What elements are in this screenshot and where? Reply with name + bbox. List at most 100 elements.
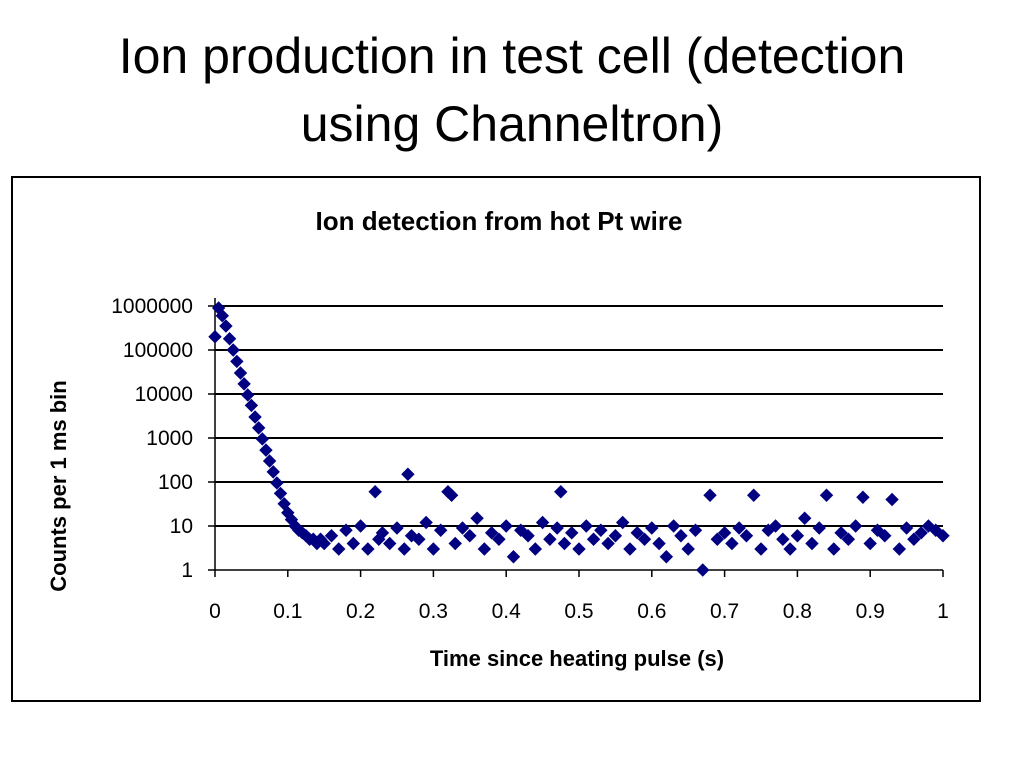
y-tick-label: 100 — [158, 471, 193, 494]
x-tick-label: 1 — [937, 600, 949, 623]
data-point — [870, 523, 885, 537]
data-point — [419, 515, 433, 530]
data-point — [615, 515, 630, 530]
data-point — [739, 529, 754, 543]
data-point — [892, 542, 907, 556]
data-point — [878, 529, 892, 543]
data-point — [827, 542, 841, 556]
data-point — [550, 521, 564, 535]
data-point — [834, 526, 848, 540]
data-point — [914, 526, 928, 540]
data-point — [237, 377, 251, 391]
data-point — [506, 550, 521, 564]
data-point — [717, 526, 732, 540]
data-point — [248, 410, 262, 424]
data-point — [543, 532, 557, 546]
data-point — [586, 532, 601, 546]
data-point — [797, 511, 812, 525]
x-tick-labels: 0 0.1 0.2 0.3 0.4 0.5 0.6 0.7 0.8 0.9 1 — [209, 600, 949, 623]
data-point — [601, 536, 615, 551]
data-point — [907, 532, 921, 546]
data-point — [346, 536, 361, 551]
data-point — [732, 521, 746, 535]
data-point — [273, 486, 288, 501]
data-point — [233, 366, 248, 380]
slide-title-line-1: Ion production in test cell (detection — [118, 28, 906, 84]
data-point — [412, 532, 426, 546]
data-point — [339, 523, 353, 537]
data-point — [230, 354, 244, 369]
data-point — [666, 519, 681, 533]
data-point — [554, 485, 568, 499]
y-tick-label: 1 — [181, 559, 193, 582]
data-point — [535, 515, 550, 530]
data-point — [484, 526, 499, 540]
data-point — [397, 542, 411, 556]
data-point — [652, 536, 666, 551]
data-point — [251, 421, 266, 435]
data-point — [929, 523, 943, 537]
data-point — [259, 443, 273, 457]
data-point — [812, 521, 826, 535]
data-point — [317, 536, 331, 551]
data-point — [375, 526, 390, 540]
x-axis-label: Time since heating pulse (s) — [430, 646, 724, 671]
data-point — [848, 519, 863, 533]
data-point — [368, 485, 382, 499]
data-point — [790, 529, 805, 543]
data-point — [630, 526, 644, 540]
data-point — [557, 536, 572, 551]
data-point — [608, 529, 623, 543]
data-point — [579, 519, 593, 533]
data-point — [856, 490, 870, 504]
data-point — [433, 523, 448, 537]
x-tick-label: 0.9 — [856, 600, 885, 623]
data-point — [681, 542, 695, 556]
data-point — [448, 536, 462, 551]
scatter-chart: Ion detection from hot Pt wire 1 10 100 100… — [46, 206, 950, 671]
x-tick-label: 0.1 — [273, 600, 302, 623]
data-point — [492, 532, 506, 546]
data-point — [324, 529, 339, 543]
data-point — [899, 521, 914, 535]
data-point — [623, 542, 637, 556]
data-point — [463, 529, 477, 543]
data-point — [885, 492, 899, 507]
data-point — [521, 529, 535, 543]
x-tick-label: 0.5 — [564, 600, 593, 623]
data-point — [747, 488, 761, 502]
data-point — [594, 523, 608, 537]
data-point — [805, 536, 819, 551]
gridlines — [215, 305, 943, 527]
x-tick-label: 0.7 — [710, 600, 739, 623]
data-points — [208, 301, 950, 577]
data-point — [215, 309, 229, 323]
data-point — [688, 523, 703, 537]
x-tick-label: 0.3 — [419, 600, 448, 623]
data-point — [637, 532, 652, 546]
data-point — [332, 542, 346, 556]
slide-title-line-2: using Channeltron) — [300, 96, 724, 152]
y-tick-label: 10000 — [135, 383, 193, 406]
data-point — [572, 542, 586, 556]
data-point — [477, 542, 492, 556]
y-tick-label: 1000 — [146, 427, 193, 450]
y-tick-label: 10 — [170, 515, 193, 538]
data-point — [659, 550, 674, 564]
data-point — [244, 398, 259, 413]
data-point — [768, 519, 783, 533]
data-point — [674, 529, 688, 543]
data-point — [703, 488, 717, 502]
chart-title: Ion detection from hot Pt wire — [316, 206, 683, 236]
x-tick-label: 0.8 — [783, 600, 812, 623]
data-point — [819, 488, 834, 502]
data-point — [401, 467, 415, 481]
data-point — [863, 536, 877, 551]
data-point — [270, 476, 284, 490]
data-point — [383, 536, 397, 551]
data-point — [361, 542, 375, 556]
data-point — [426, 542, 441, 556]
chart-frame: Ion detection from hot Pt wire 1 10 100 100… — [11, 176, 981, 702]
data-point — [226, 343, 240, 357]
y-axis-label: Counts per 1 ms bin — [46, 380, 71, 591]
